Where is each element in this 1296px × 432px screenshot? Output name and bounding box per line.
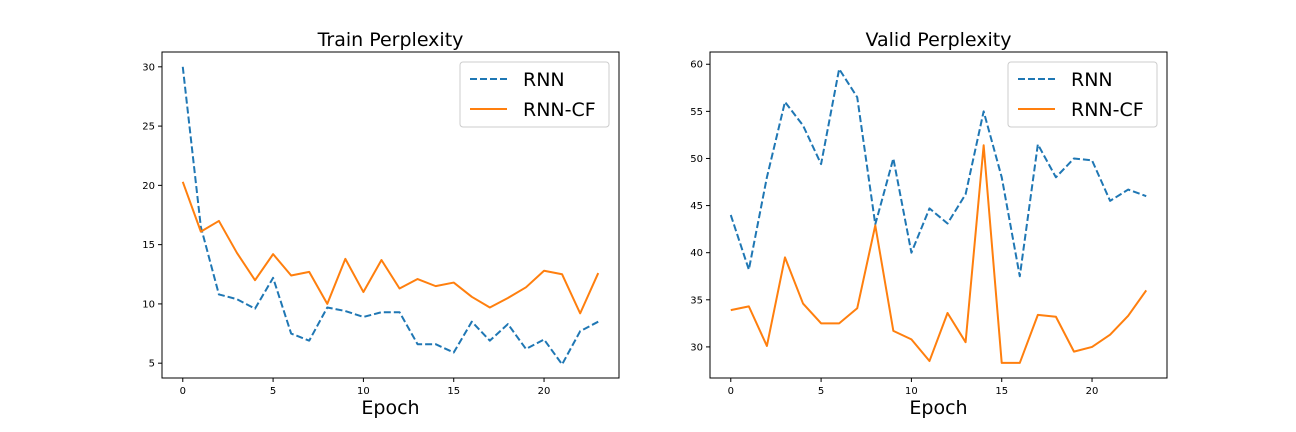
x-tick-label: 15 (447, 386, 460, 397)
series-line-rnn-cf (181, 181, 600, 315)
chart-valid-perplexity: Valid Perplexity 0 5 10 15 20 30 35 40 45 50 55 60 Ep… (690, 29, 1168, 419)
x-tick-label: 0 (728, 386, 734, 397)
legend-label: RNN-CF (523, 99, 596, 121)
y-tick-label: 50 (690, 154, 703, 165)
legend: RNN RNN-CF (459, 61, 610, 128)
x-tick-label: 10 (905, 386, 918, 397)
x-axis-label: Epoch (361, 397, 419, 419)
chart-train-perplexity: Train Perplexity 0 5 10 15 20 5 10 15 20 25 30 Epoch… (142, 29, 620, 419)
y-tick-label: 30 (142, 62, 155, 73)
y-tick-label: 45 (690, 201, 703, 212)
chart-title: Valid Perplexity (865, 29, 1011, 51)
y-tick-label: 25 (142, 122, 155, 133)
legend: RNN RNN-CF (1007, 61, 1158, 128)
x-tick-label: 5 (270, 386, 276, 397)
series-line-rnn (729, 67, 1147, 278)
y-tick-label: 15 (142, 240, 155, 251)
x-tick-label: 20 (538, 386, 551, 397)
x-axis-label: Epoch (909, 397, 967, 419)
y-tick-label: 10 (142, 299, 155, 310)
series-line-rnn-cf (730, 144, 1148, 364)
axes-frame (709, 51, 1168, 379)
x-tick-label: 10 (357, 386, 370, 397)
chart-title: Train Perplexity (317, 29, 464, 51)
legend-label: RNN (523, 69, 565, 91)
y-tick-label: 30 (690, 342, 703, 353)
legend-label: RNN (1071, 69, 1113, 91)
y-tick-label: 40 (690, 248, 703, 259)
y-tick-label: 5 (149, 359, 155, 370)
legend-label: RNN-CF (1071, 99, 1144, 121)
legend-box (459, 61, 610, 128)
x-tick-label: 15 (995, 386, 1008, 397)
x-tick-label: 20 (1086, 386, 1099, 397)
legend-box (1007, 61, 1158, 128)
series-line-rnn (181, 66, 599, 366)
axes-frame (161, 51, 620, 379)
y-tick-label: 60 (690, 60, 703, 71)
x-tick-label: 5 (818, 386, 824, 397)
x-tick-label: 0 (180, 386, 186, 397)
y-tick-label: 55 (690, 107, 703, 118)
y-tick-label: 20 (142, 181, 155, 192)
y-tick-label: 35 (690, 295, 703, 306)
